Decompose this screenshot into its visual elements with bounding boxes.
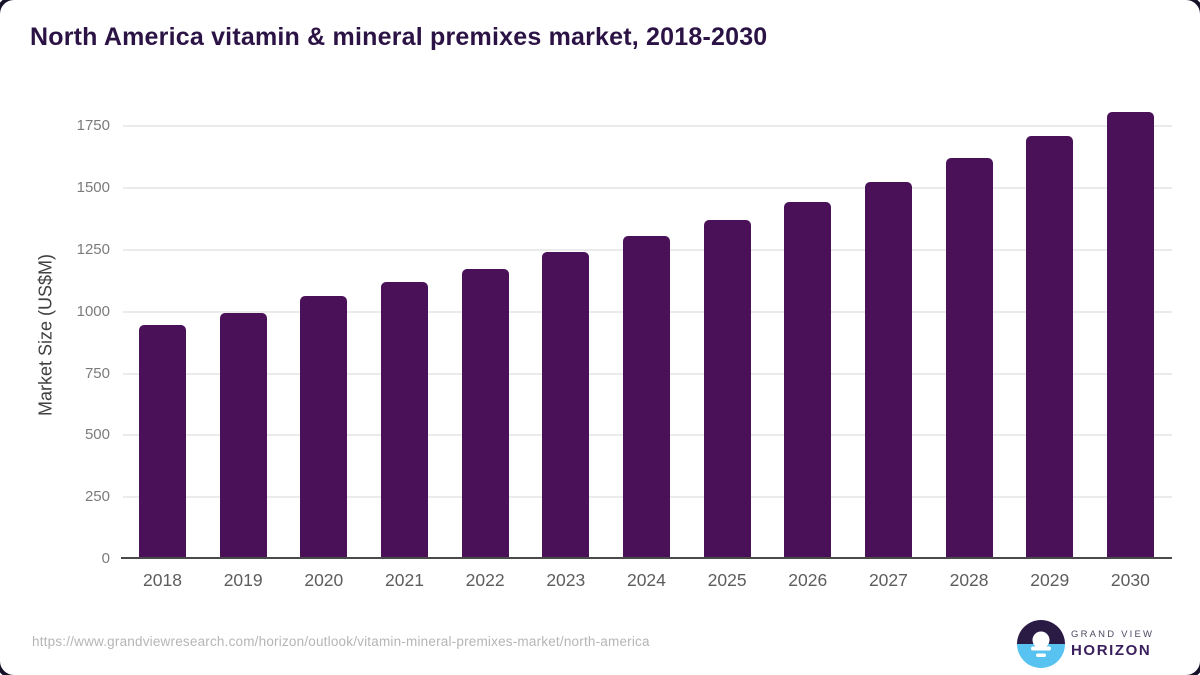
x-label-2030: 2030 <box>1110 570 1150 590</box>
bar-2018 <box>139 325 186 559</box>
bar-2019 <box>219 313 267 559</box>
bar-2022 <box>461 268 509 559</box>
x-label-2021: 2021 <box>385 570 424 590</box>
y-tick-1000: 1000 <box>76 302 110 320</box>
bar-2021 <box>380 282 428 559</box>
grand-view-horizon-logo: GRAND VIEW HORIZON <box>1017 620 1154 668</box>
bar-2030 <box>1106 111 1154 559</box>
y-axis-tick-labels: 0 250 500 750 1000 1250 1500 1750 <box>0 111 110 567</box>
x-label-2018: 2018 <box>143 570 182 590</box>
x-label-2019: 2019 <box>223 570 263 590</box>
x-axis-tick-labels: 2018 2019 2020 2021 2022 2023 2024 2025 2026 2027… <box>123 570 1172 591</box>
x-label-2020: 2020 <box>304 570 344 590</box>
gridline-1750 <box>123 125 1172 128</box>
page-title: North America vitamin & mineral premixes… <box>30 23 768 51</box>
logo-brand-name: GRAND VIEW <box>1071 629 1155 640</box>
y-tick-0: 0 <box>101 550 110 567</box>
bar-2020 <box>300 295 348 559</box>
y-tick-1500: 1500 <box>76 179 110 197</box>
bar-2029 <box>1026 136 1074 559</box>
x-label-2028: 2028 <box>949 570 989 590</box>
bar-2026 <box>784 201 832 559</box>
x-label-2023: 2023 <box>546 570 586 590</box>
horizon-sun-icon <box>1017 620 1065 668</box>
bar-2025 <box>703 220 751 559</box>
y-tick-1750: 1750 <box>76 117 110 135</box>
bar-2023 <box>542 252 590 559</box>
bar-2028 <box>945 158 993 559</box>
x-label-2029: 2029 <box>1030 570 1070 590</box>
bar-series <box>123 111 1172 559</box>
logo-product-name: HORIZON <box>1071 642 1152 659</box>
gridline-1500 <box>123 187 1172 190</box>
plot-area <box>123 111 1172 559</box>
bar-2027 <box>864 181 912 559</box>
y-tick-750: 750 <box>84 364 110 382</box>
source-url: https://www.grandviewresearch.com/horizo… <box>32 634 650 649</box>
x-label-2026: 2026 <box>788 570 828 590</box>
x-axis-line <box>121 557 1172 559</box>
y-tick-250: 250 <box>84 488 110 506</box>
x-label-2022: 2022 <box>465 570 505 590</box>
x-label-2024: 2024 <box>626 570 666 590</box>
logo-text: GRAND VIEW HORIZON <box>1071 629 1154 659</box>
y-tick-500: 500 <box>84 426 110 444</box>
y-tick-1250: 1250 <box>76 240 110 258</box>
x-label-2027: 2027 <box>868 570 908 590</box>
bar-2024 <box>622 236 670 559</box>
x-label-2025: 2025 <box>707 570 747 590</box>
